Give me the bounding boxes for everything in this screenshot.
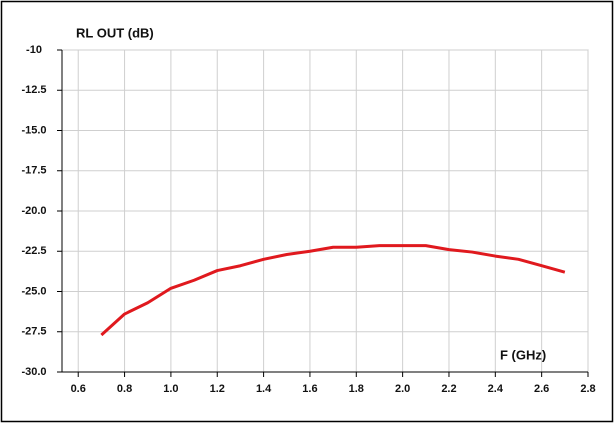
x-tick-label: 0.8 (117, 383, 132, 395)
y-tick-label: -15.0 (21, 124, 46, 136)
x-tick-label: 1.0 (163, 383, 178, 395)
x-axis-title: F (GHz) (500, 347, 546, 362)
y-tick-label: -30.0 (21, 366, 46, 378)
y-tick-label: -17.5 (21, 165, 46, 177)
x-tick-label: 2.6 (534, 383, 549, 395)
x-tick-label: 1.4 (256, 383, 272, 395)
y-tick-label: -10 (26, 44, 42, 56)
x-tick-label: 1.8 (349, 383, 364, 395)
x-tick-label: 2.8 (580, 383, 595, 395)
y-tick-label: -25.0 (21, 285, 46, 297)
x-tick-label: 0.6 (71, 383, 86, 395)
y-tick-label: -22.5 (21, 245, 46, 257)
x-tick-label: 2.2 (441, 383, 456, 395)
y-tick-label: -20.0 (21, 205, 46, 217)
x-tick-label: 1.2 (210, 383, 225, 395)
x-tick-label: 1.6 (302, 383, 317, 395)
y-tick-label: -12.5 (21, 84, 46, 96)
x-tick-label: 2.0 (395, 383, 410, 395)
y-axis-title: RL OUT (dB) (76, 25, 154, 40)
data-line (100, 244, 566, 337)
x-tick-label: 2.4 (488, 383, 504, 395)
y-tick-label: -27.5 (21, 326, 46, 338)
